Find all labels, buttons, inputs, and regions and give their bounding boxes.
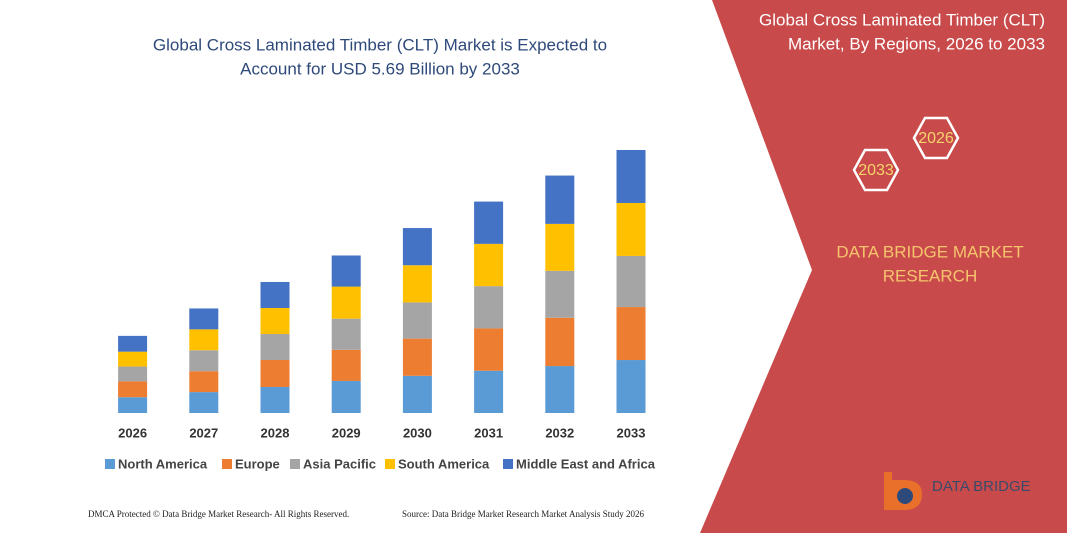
x-tick-label: 2027 xyxy=(189,425,218,440)
legend-label: South America xyxy=(398,456,490,471)
bar-segment xyxy=(260,360,290,387)
legend-swatch xyxy=(222,459,232,469)
bar-segment xyxy=(118,335,148,352)
x-tick-label: 2032 xyxy=(545,425,574,440)
bar-segment xyxy=(331,286,361,319)
hex-label: 2026 xyxy=(918,130,954,147)
footer-source: Source: Data Bridge Market Research Mark… xyxy=(402,509,644,519)
bar-segment xyxy=(331,380,361,413)
bar-segment xyxy=(402,265,432,303)
bar-segment xyxy=(189,371,219,393)
bar-segment xyxy=(189,308,219,330)
bar-segment xyxy=(545,317,575,367)
chart-title: Global Cross Laminated Timber (CLT) Mark… xyxy=(153,35,607,54)
chart-title: Account for USD 5.69 Billion by 2033 xyxy=(240,59,520,78)
bar-segment xyxy=(545,175,575,224)
x-tick-label: 2028 xyxy=(261,425,290,440)
bar-segment xyxy=(402,375,432,413)
bar-segment xyxy=(545,270,575,318)
bar-segment xyxy=(616,307,646,361)
brand-text: DATA BRIDGE MARKET xyxy=(836,242,1023,261)
hexagon xyxy=(912,116,960,160)
bar-segment xyxy=(331,318,361,350)
logo: DATA BRIDGE xyxy=(884,472,1031,510)
bar-segment xyxy=(402,228,432,266)
hex-label: 2033 xyxy=(858,162,894,179)
x-tick-label: 2033 xyxy=(617,425,646,440)
panel-title: Global Cross Laminated Timber (CLT) xyxy=(759,10,1045,29)
bar-segment xyxy=(402,302,432,339)
bar-segment xyxy=(118,366,148,382)
hexagon xyxy=(852,148,900,192)
logo-text: DATA BRIDGE xyxy=(932,478,1031,495)
x-tick-label: 2026 xyxy=(118,425,147,440)
bar-segment xyxy=(260,386,290,413)
bar-segment xyxy=(189,392,219,413)
legend-swatch xyxy=(503,459,513,469)
bar-segment xyxy=(616,202,646,256)
panel-title: Market, By Regions, 2026 to 2033 xyxy=(788,34,1045,53)
brand-text: RESEARCH xyxy=(883,266,977,285)
bar-segment xyxy=(474,243,504,287)
bar-segment xyxy=(616,150,646,203)
x-tick-label: 2029 xyxy=(332,425,361,440)
bar-segment xyxy=(118,397,148,413)
bar-segment xyxy=(402,338,432,376)
bar-segment xyxy=(616,360,646,413)
legend-swatch xyxy=(105,459,115,469)
bar-segment xyxy=(545,366,575,413)
x-tick-label: 2031 xyxy=(474,425,503,440)
bar-segment xyxy=(474,328,504,371)
bar-segment xyxy=(474,201,504,244)
legend-label: North America xyxy=(118,456,208,471)
legend-label: Asia Pacific xyxy=(303,456,376,471)
bar-segment xyxy=(331,255,361,287)
bar-segment xyxy=(118,351,148,367)
bar-segment xyxy=(545,223,575,271)
bar-segment xyxy=(331,349,361,381)
side-panel xyxy=(700,0,1067,533)
footer-note: DMCA Protected © Data Bridge Market Rese… xyxy=(88,509,349,519)
x-tick-label: 2030 xyxy=(403,425,432,440)
bar-segment xyxy=(260,281,290,308)
bar-segment xyxy=(189,329,219,351)
bar-segment xyxy=(260,334,290,361)
legend-label: Middle East and Africa xyxy=(516,456,656,471)
bar-segment xyxy=(474,370,504,413)
bar-segment xyxy=(118,381,148,398)
legend-swatch xyxy=(290,459,300,469)
legend-label: Europe xyxy=(235,456,280,471)
bar-segment xyxy=(616,255,646,308)
bar-segment xyxy=(260,307,290,335)
bar-segment xyxy=(474,286,504,329)
bar-segment xyxy=(189,350,219,372)
legend-swatch xyxy=(385,459,395,469)
